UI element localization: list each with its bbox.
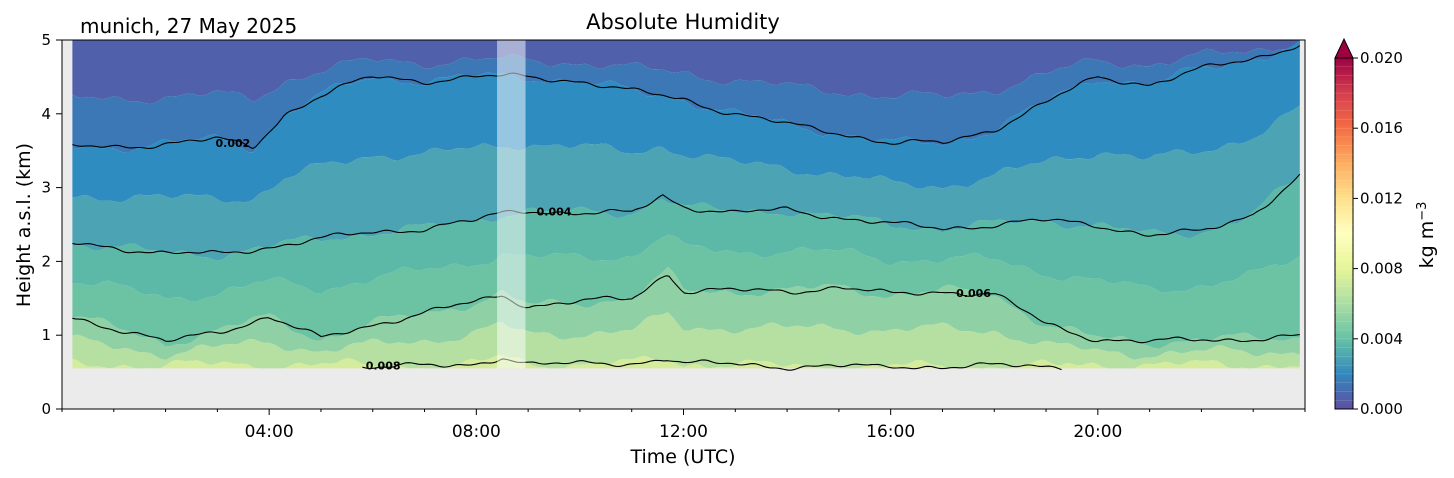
humidity-band <box>72 40 1300 203</box>
y-tick-label: 5 <box>41 31 51 49</box>
humidity-band <box>72 266 1300 360</box>
colorbar-tick-label: 0.020 <box>1360 49 1403 67</box>
colorbar-tick-label: 0.012 <box>1360 189 1403 207</box>
chart-subtitle: munich, 27 May 2025 <box>80 14 297 38</box>
x-tick-label: 12:00 <box>659 422 708 442</box>
colorbar-ticks: 0.000 0.004 0.008 0.012 0.016 0.020 <box>1335 49 1403 418</box>
x-tick-label: 20:00 <box>1073 422 1122 442</box>
colorbar: 0.000 0.004 0.008 0.012 0.016 0.020 kg m−3 <box>1334 37 1438 418</box>
humidity-band <box>72 312 1300 369</box>
colorbar-gradient <box>1335 58 1353 409</box>
colorbar-tick-label: 0.016 <box>1360 119 1403 137</box>
humidity-band <box>72 40 1300 153</box>
y-axis-label: Height a.s.l. (km) <box>13 143 35 307</box>
contour-line <box>362 358 1062 371</box>
humidity-field <box>72 40 1300 369</box>
contour-lines: 0.002 0.004 0.006 0.008 <box>72 45 1301 372</box>
colorbar-label: kg m−3 <box>1415 202 1438 269</box>
x-axis-ticks: 04:00 08:00 12:00 16:00 20:00 <box>61 409 1306 442</box>
chart-title: Absolute Humidity <box>586 10 780 34</box>
humidity-band <box>72 40 1300 105</box>
contour-label: 0.002 <box>216 137 251 150</box>
x-axis-label: Time (UTC) <box>629 446 735 468</box>
y-tick-label: 4 <box>41 105 51 123</box>
humidity-band <box>72 175 1300 302</box>
y-tick-label: 0 <box>41 400 51 418</box>
colorbar-tick-label: 0.000 <box>1360 400 1403 418</box>
contour-line <box>72 45 1301 150</box>
colorbar-tick-label: 0.008 <box>1360 260 1403 278</box>
contour-label: 0.004 <box>537 206 572 219</box>
contour-line <box>72 275 1300 344</box>
y-axis-ticks: 0 1 2 3 4 5 <box>41 31 62 418</box>
x-tick-label: 04:00 <box>245 422 294 442</box>
contour-label: 0.008 <box>366 359 401 372</box>
contour-line <box>72 173 1301 255</box>
y-tick-label: 2 <box>41 252 51 270</box>
x-tick-label: 16:00 <box>866 422 915 442</box>
colorbar-extend-arrow <box>1334 37 1354 59</box>
missing-data-band <box>497 40 526 369</box>
colorbar-tick-label: 0.004 <box>1360 330 1403 348</box>
y-tick-label: 1 <box>41 326 51 344</box>
x-tick-label: 08:00 <box>452 422 501 442</box>
humidity-band <box>72 105 1300 261</box>
humidity-band <box>72 354 1300 369</box>
y-tick-label: 3 <box>41 179 51 197</box>
humidity-band <box>72 234 1300 349</box>
contour-label: 0.006 <box>956 287 991 300</box>
